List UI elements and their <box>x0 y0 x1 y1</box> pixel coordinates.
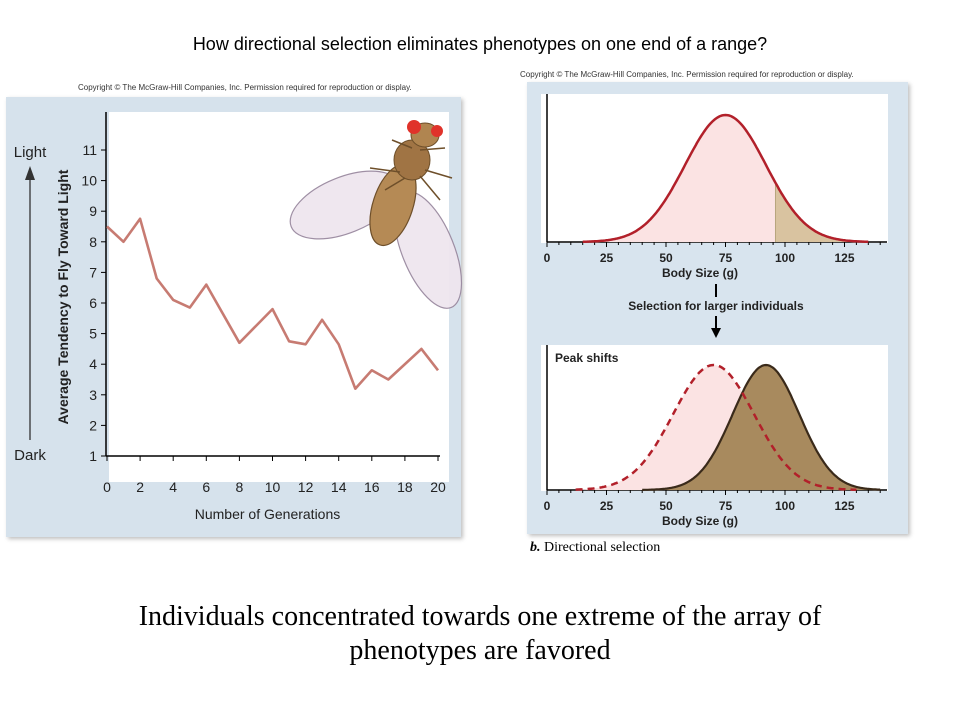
x-tick-label: 2 <box>136 479 144 495</box>
peak-shifts-label: Peak shifts <box>555 351 619 365</box>
fly-leg <box>419 175 441 201</box>
top-x-tick-label: 100 <box>775 251 795 265</box>
top-x-tick-label: 50 <box>659 251 673 265</box>
x-tick-label: 10 <box>265 479 281 495</box>
copyright-left: Copyright © The McGraw-Hill Companies, I… <box>78 83 412 92</box>
slide-title: How directional selection eliminates phe… <box>192 34 768 54</box>
fly-leg <box>384 177 406 191</box>
x-tick-label: 12 <box>298 479 314 495</box>
y-tick-label: 7 <box>89 264 97 280</box>
fly-leg <box>391 139 413 149</box>
fly-leg <box>419 147 446 151</box>
shifted-distribution-curve <box>642 363 881 491</box>
dark-label: Dark <box>14 447 46 464</box>
bottom-x-tick-label: 0 <box>544 499 551 513</box>
selection-arrow-head <box>711 328 721 338</box>
panel-caption: Directional selection <box>544 540 661 555</box>
y-tick-label: 3 <box>89 387 97 403</box>
original-distribution-curve <box>575 363 857 492</box>
light-arrow-head <box>25 166 35 180</box>
caption-line-2: phenotypes are favored <box>349 635 611 666</box>
x-tick-label: 16 <box>364 479 380 495</box>
y-tick-label: 10 <box>81 173 97 189</box>
bottom-x-tick-label: 25 <box>600 499 614 513</box>
top-selected-region-fill <box>775 182 869 242</box>
panel-letter: b. <box>530 540 541 555</box>
top-distribution-curve <box>582 113 869 243</box>
x-axis-title: Number of Generations <box>195 506 341 522</box>
y-tick-label: 5 <box>89 326 97 342</box>
top-x-tick-label: 25 <box>600 251 614 265</box>
top-x-tick-label: 75 <box>719 251 733 265</box>
x-tick-label: 8 <box>236 479 244 495</box>
y-tick-label: 1 <box>89 448 97 464</box>
x-tick-label: 0 <box>103 479 111 495</box>
caption-line-1: Individuals concentrated towards one ext… <box>138 601 822 632</box>
slide-caption: Individuals concentrated towards one ext… <box>0 600 960 668</box>
y-tick-label: 2 <box>89 417 97 433</box>
fly-leg <box>369 167 401 173</box>
top-x-tick-label: 0 <box>544 251 551 265</box>
x-tick-label: 14 <box>331 479 347 495</box>
copyright-right: Copyright © The McGraw-Hill Companies, I… <box>520 70 854 79</box>
series-line <box>106 217 440 391</box>
y-tick-label: 11 <box>82 142 97 158</box>
light-label: Light <box>14 144 47 161</box>
y-axis-title: Average Tendency to Fly Toward Light <box>55 169 71 424</box>
bottom-x-tick-label: 125 <box>834 499 854 513</box>
y-tick-label: 8 <box>89 234 97 250</box>
y-tick-label: 4 <box>89 356 97 372</box>
fly-right-eye <box>431 125 443 137</box>
x-tick-label: 20 <box>430 479 446 495</box>
fly-leg <box>424 169 453 179</box>
selection-label: Selection for larger individuals <box>628 299 804 313</box>
top-x-axis-title: Body Size (g) <box>662 266 738 280</box>
bottom-x-tick-label: 100 <box>775 499 795 513</box>
y-tick-label: 6 <box>89 295 97 311</box>
top-x-tick-label: 125 <box>834 251 854 265</box>
x-tick-label: 6 <box>202 479 210 495</box>
panel-b-label: b. Directional selection <box>530 540 660 556</box>
fly-left-eye <box>407 120 421 134</box>
bottom-x-axis-title: Body Size (g) <box>662 514 738 528</box>
fruit-fly-illustration <box>289 120 463 309</box>
original-distribution-fill <box>575 365 857 490</box>
x-tick-label: 4 <box>169 479 177 495</box>
bottom-x-tick-label: 50 <box>659 499 673 513</box>
x-tick-label: 18 <box>397 479 413 495</box>
y-tick-label: 9 <box>89 203 97 219</box>
bottom-x-tick-label: 75 <box>719 499 733 513</box>
